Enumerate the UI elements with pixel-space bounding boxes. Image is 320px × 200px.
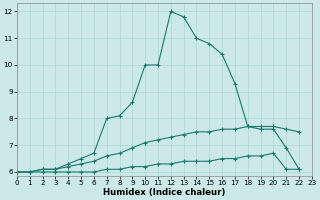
X-axis label: Humidex (Indice chaleur): Humidex (Indice chaleur) [103,188,226,197]
